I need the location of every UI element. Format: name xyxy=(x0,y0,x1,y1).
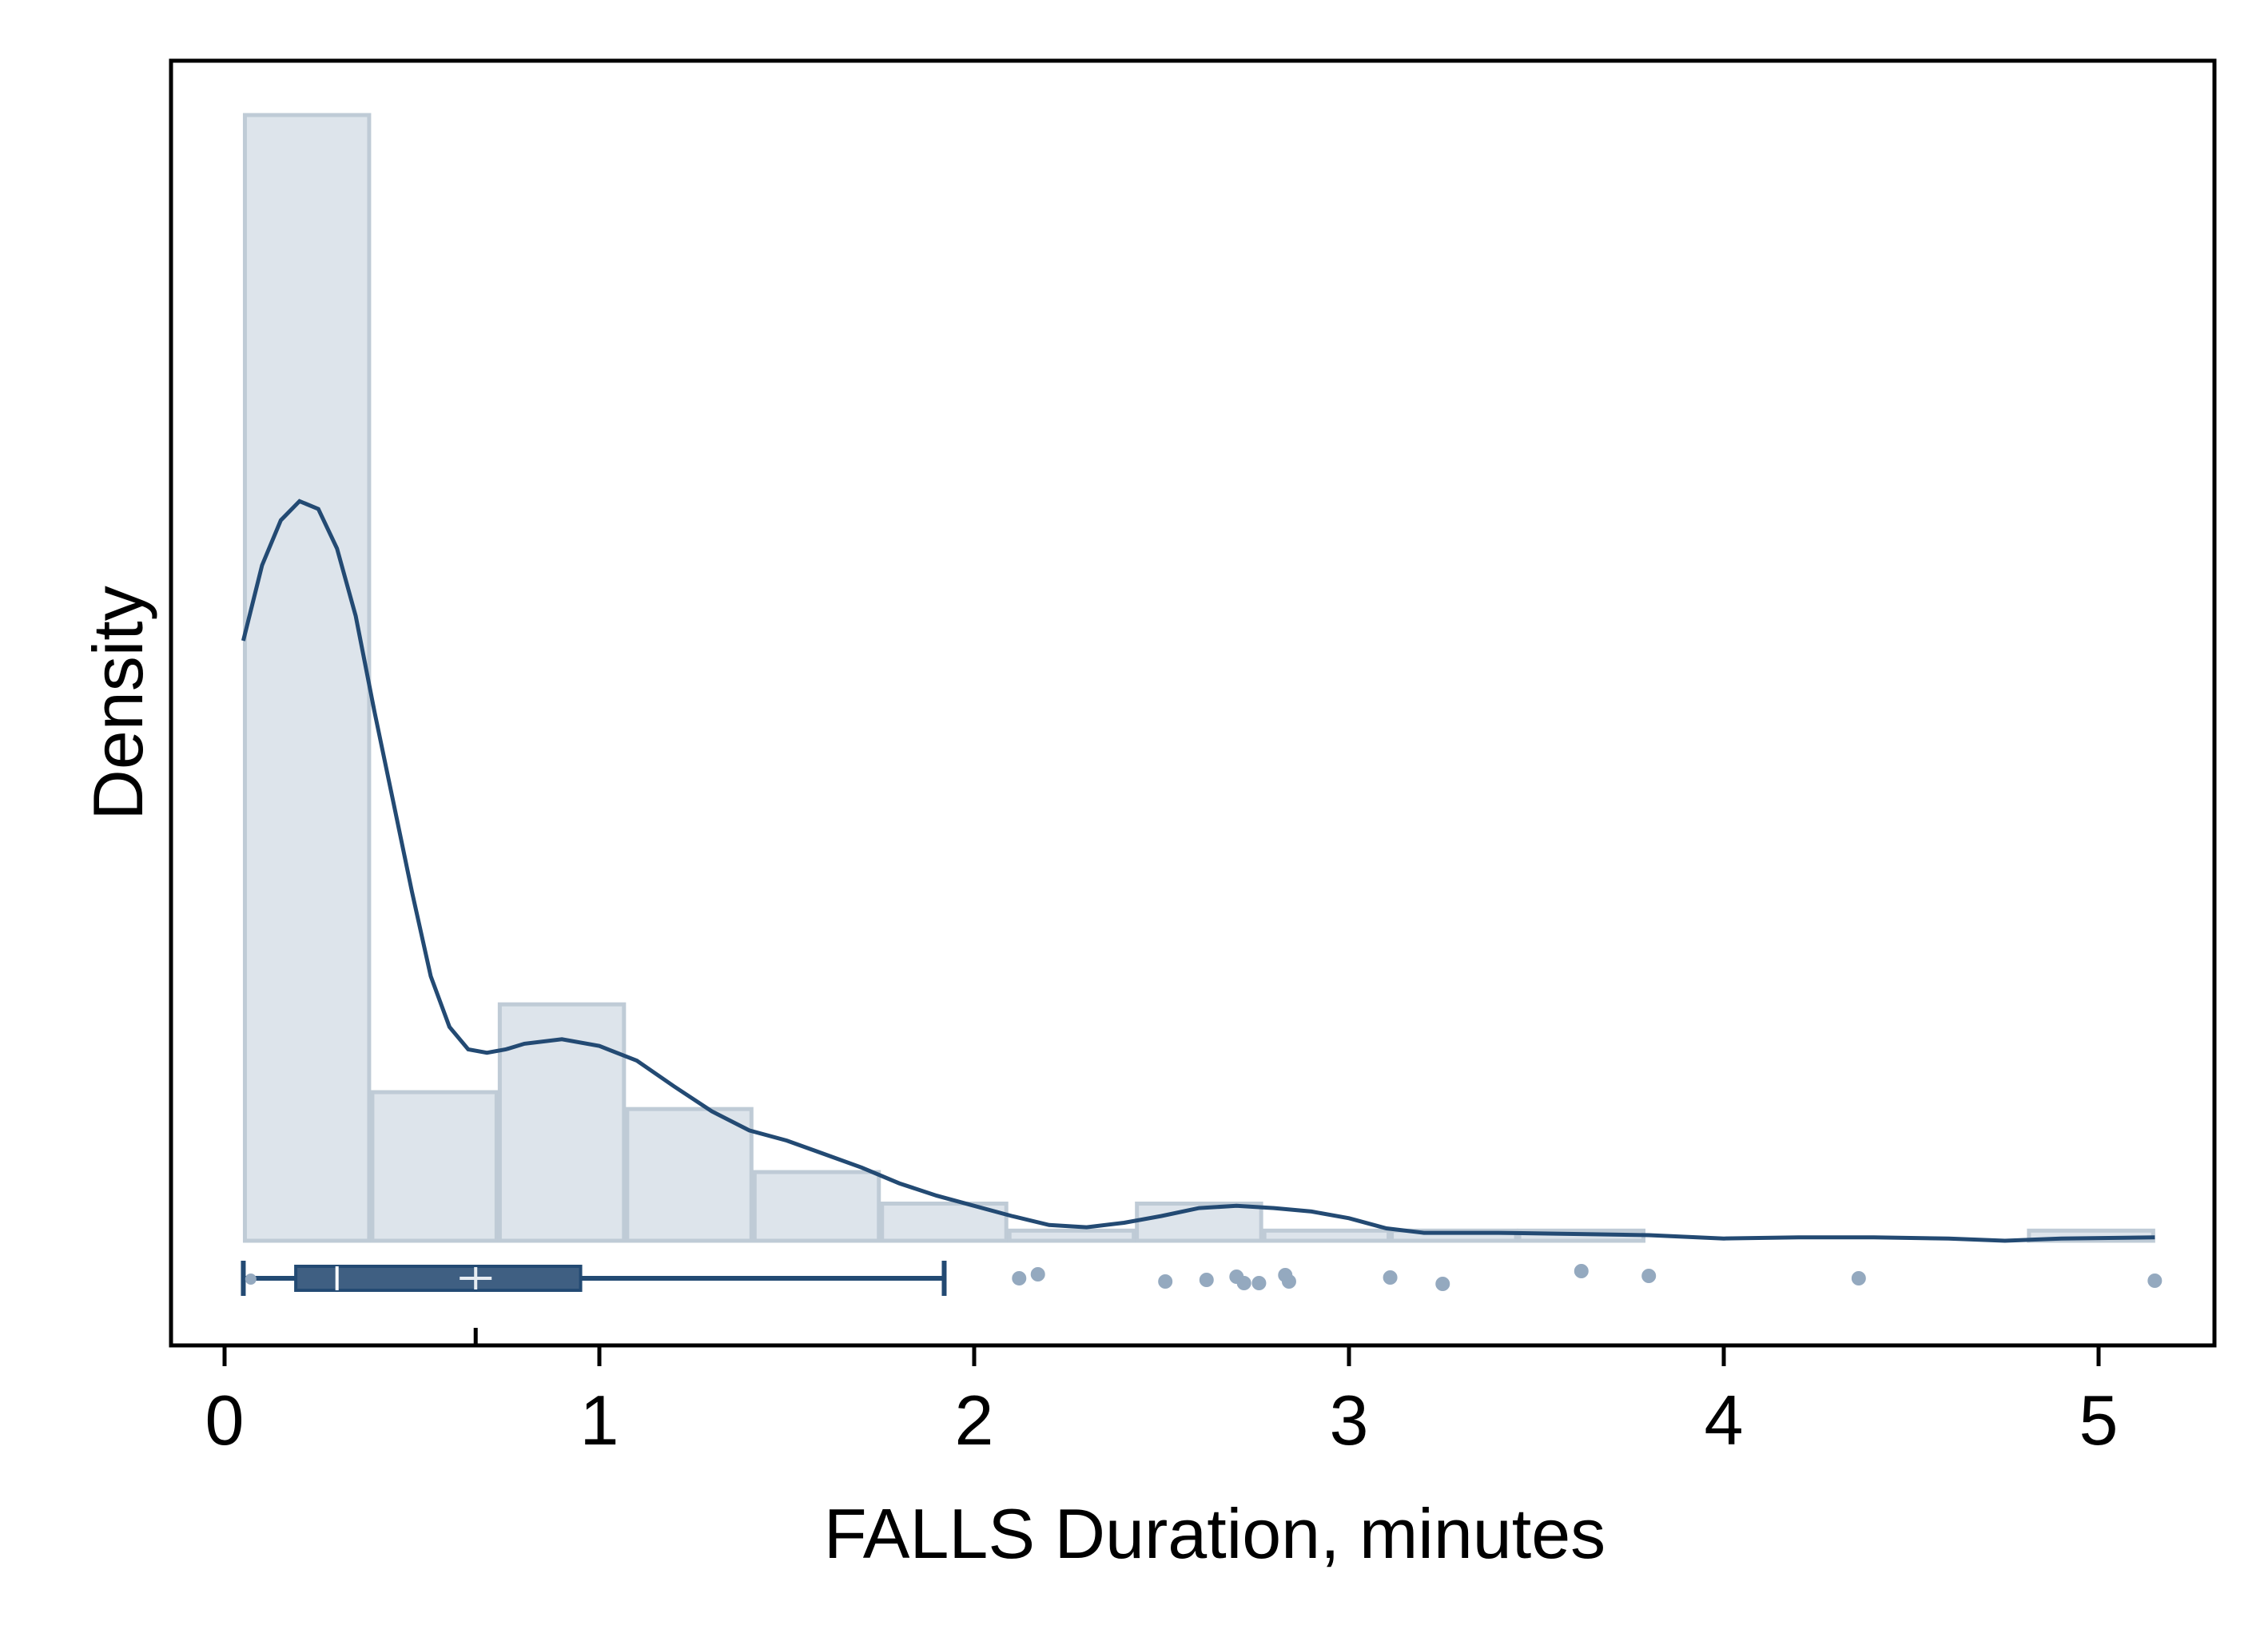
outlier-point xyxy=(245,1274,257,1285)
histogram-bar xyxy=(370,1090,499,1243)
outlier-point xyxy=(1435,1277,1450,1291)
outlier-point xyxy=(1236,1276,1251,1290)
histogram-bar xyxy=(625,1107,754,1243)
box xyxy=(294,1265,583,1292)
outlier-point xyxy=(1251,1276,1267,1290)
x-tick-label: 3 xyxy=(1330,1381,1369,1460)
outlier-point xyxy=(1574,1264,1589,1278)
x-tick-label: 5 xyxy=(2079,1381,2119,1460)
histogram-bar xyxy=(752,1170,881,1243)
outlier-point xyxy=(1383,1270,1398,1285)
boxplot xyxy=(241,1261,947,1345)
histogram-bar xyxy=(242,113,372,1243)
outlier-point xyxy=(2147,1274,2163,1288)
x-axis-ticks: 0 1 2 3 4 5 xyxy=(205,1345,2119,1460)
outlier-point xyxy=(1199,1273,1214,1287)
x-tick-label: 2 xyxy=(955,1381,994,1460)
outlier-point xyxy=(1281,1274,1296,1289)
outlier-point xyxy=(1012,1271,1027,1285)
x-tick-label: 0 xyxy=(205,1381,245,1460)
x-tick-label: 4 xyxy=(1705,1381,1744,1460)
x-tick-label: 1 xyxy=(580,1381,619,1460)
plot-frame xyxy=(169,58,2217,1348)
histogram-bar xyxy=(1007,1228,1136,1243)
density-curve xyxy=(241,499,2155,1243)
outlier-point xyxy=(1030,1267,1045,1281)
y-axis-label: Density xyxy=(78,586,157,820)
outlier-point xyxy=(1158,1274,1173,1289)
outlier-point xyxy=(1851,1271,1866,1285)
outlier-points xyxy=(245,1264,2163,1291)
x-axis-label: FALLS Duration, minutes xyxy=(824,1494,1606,1573)
outlier-point xyxy=(1641,1269,1657,1283)
histogram-bar xyxy=(1262,1228,1391,1243)
histogram-bars xyxy=(242,113,2155,1243)
